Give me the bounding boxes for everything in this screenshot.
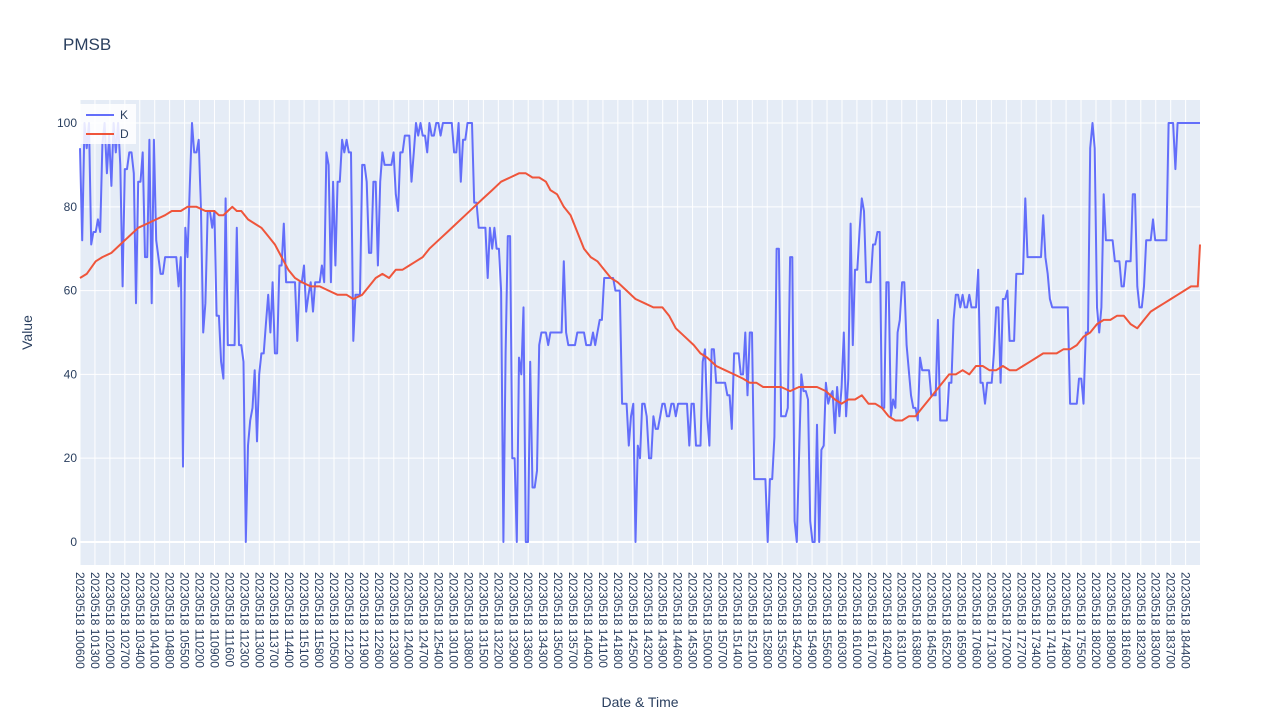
x-tick-label: 20230518 104800	[163, 572, 177, 669]
x-tick-label: 20230518 163800	[910, 572, 924, 669]
x-tick-label: 20230518 113000	[252, 572, 266, 668]
x-tick-label: 20230518 115800	[312, 572, 326, 668]
x-tick-label: 20230518 153500	[775, 572, 789, 669]
x-tick-label: 20230518 134300	[536, 572, 550, 669]
x-tick-label: 20230518 111600	[222, 572, 236, 667]
x-tick-label: 20230518 161700	[865, 572, 879, 669]
plot-area	[80, 100, 1200, 565]
x-tick-label: 20230518 145300	[686, 572, 700, 669]
y-axis-title: Value	[19, 315, 35, 350]
x-tick-label: 20230518 121900	[357, 572, 371, 669]
y-tick-label: 20	[64, 451, 78, 465]
x-tick-label: 20230518 143200	[641, 572, 655, 669]
x-tick-label: 20230518 154900	[805, 572, 819, 669]
grid	[79, 100, 1200, 565]
x-tick-label: 20230518 182300	[1134, 572, 1148, 669]
legend-item-d[interactable]: D	[86, 127, 129, 141]
x-tick-label: 20230518 152800	[760, 572, 774, 669]
series-line-k	[79, 122, 1200, 543]
x-tick-label: 20230518 152100	[745, 572, 759, 669]
x-tick-label: 20230518 141100	[596, 572, 610, 668]
x-tick-label: 20230518 183700	[1164, 572, 1178, 669]
x-tick-label: 20230518 141800	[611, 572, 625, 669]
legend-background	[80, 104, 136, 144]
y-tick-label: 80	[64, 200, 78, 214]
legend-label: K	[120, 108, 128, 122]
x-tick-label: 20230518 110200	[193, 572, 207, 668]
y-tick-label: 0	[70, 535, 77, 549]
x-tick-label: 20230518 174800	[1059, 572, 1073, 669]
x-tick-label: 20230518 135700	[566, 572, 580, 669]
x-tick-label: 20230518 171300	[984, 572, 998, 669]
series-line-d	[79, 172, 1201, 422]
legend-item-k[interactable]: K	[86, 108, 128, 122]
x-tick-label: 20230518 102000	[103, 572, 117, 669]
x-tick-label: 20230518 154200	[790, 572, 804, 669]
x-tick-label: 20230518 163100	[895, 572, 909, 669]
x-tick-label: 20230518 165200	[940, 572, 954, 669]
x-tick-label: 20230518 184400	[1179, 572, 1193, 669]
x-tick-label: 20230518 101300	[88, 572, 102, 669]
x-tick-label: 20230518 123300	[387, 572, 401, 669]
x-tick-label: 20230518 132900	[506, 572, 520, 669]
x-tick-label: 20230518 124000	[402, 572, 416, 669]
axes: 0 20 40 60 80 100 20230518 100600 20230518 1013…	[57, 116, 1193, 669]
x-tick-label: 20230518 115100	[297, 572, 311, 668]
x-tick-label: 20230518 181600	[1119, 572, 1133, 669]
x-tick-label: 20230518 125400	[432, 572, 446, 669]
x-tick-label: 20230518 124700	[417, 572, 431, 669]
x-tick-label: 20230518 130100	[447, 572, 461, 669]
y-tick-label: 60	[64, 284, 78, 298]
x-tick-label: 20230518 105500	[178, 572, 192, 669]
x-tick-label: 20230518 175500	[1074, 572, 1088, 669]
x-tick-label: 20230518 110900	[207, 572, 221, 668]
x-tick-label: 20230518 122600	[372, 572, 386, 669]
x-tick-label: 20230518 155600	[820, 572, 834, 669]
chart-title: PMSB	[63, 35, 111, 54]
x-tick-label: 20230518 114400	[282, 572, 296, 668]
x-axis-title: Date & Time	[601, 694, 678, 710]
x-tick-label: 20230518 172000	[999, 572, 1013, 669]
x-tick-label: 20230518 164500	[925, 572, 939, 669]
x-tick-label: 20230518 135000	[551, 572, 565, 669]
x-tick-label: 20230518 161000	[850, 572, 864, 669]
x-tick-label: 20230518 121200	[342, 572, 356, 669]
x-tick-label: 20230518 140400	[581, 572, 595, 669]
x-tick-label: 20230518 180900	[1104, 572, 1118, 669]
x-tick-label: 20230518 120500	[327, 572, 341, 669]
x-tick-label: 20230518 174100	[1044, 572, 1058, 669]
x-tick-label: 20230518 165900	[955, 572, 969, 669]
y-tick-label: 100	[57, 116, 77, 130]
y-tick-label: 40	[64, 367, 78, 381]
x-tick-label: 20230518 104100	[148, 572, 162, 669]
x-tick-label: 20230518 102700	[118, 572, 132, 669]
x-tick-label: 20230518 151400	[730, 572, 744, 669]
x-tick-label: 20230518 144600	[671, 572, 685, 669]
x-tick-label: 20230518 173400	[1029, 572, 1043, 669]
x-tick-label: 20230518 172700	[1014, 572, 1028, 669]
x-tick-label: 20230518 113700	[267, 572, 281, 668]
x-tick-label: 20230518 183000	[1149, 572, 1163, 669]
x-tick-label: 20230518 130800	[461, 572, 475, 669]
legend[interactable]: KD	[80, 104, 136, 144]
x-tick-label: 20230518 103400	[133, 572, 147, 669]
x-tick-label: 20230518 143900	[656, 572, 670, 669]
x-tick-label: 20230518 112300	[237, 572, 251, 668]
x-tick-label: 20230518 133600	[521, 572, 535, 669]
x-tick-label: 20230518 132200	[491, 572, 505, 669]
legend-label: D	[120, 127, 129, 141]
x-tick-label: 20230518 142500	[626, 572, 640, 669]
series-layer	[79, 122, 1201, 543]
x-tick-label: 20230518 162400	[880, 572, 894, 669]
x-tick-label: 20230518 150000	[701, 572, 715, 669]
x-tick-label: 20230518 170600	[969, 572, 983, 669]
x-tick-label: 20230518 100600	[73, 572, 87, 669]
x-tick-label: 20230518 131500	[476, 572, 490, 669]
x-tick-label: 20230518 160300	[835, 572, 849, 669]
x-tick-label: 20230518 180200	[1089, 572, 1103, 669]
x-tick-label: 20230518 150700	[715, 572, 729, 669]
